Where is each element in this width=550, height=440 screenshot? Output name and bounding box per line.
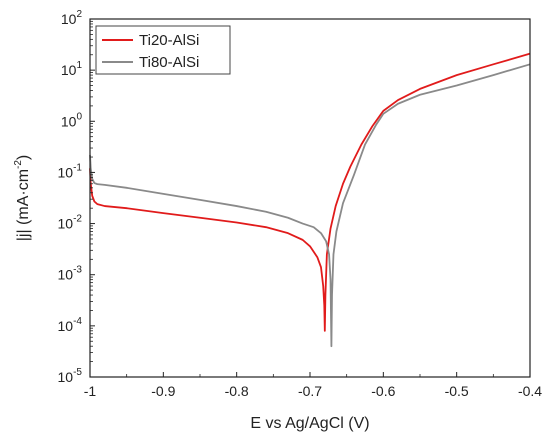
y-tick-label: 10-4 <box>58 316 83 334</box>
y-tick-label: 10-1 <box>58 162 83 180</box>
y-tick-label: 10-2 <box>58 214 83 232</box>
x-tick-label: -0.7 <box>298 383 322 399</box>
plot-frame <box>89 18 531 378</box>
x-tick-label: -1 <box>84 383 97 399</box>
x-axis-label: E vs Ag/AgCl (V) <box>250 415 369 432</box>
legend: Ti20-AlSi Ti80-AlSi <box>95 25 231 75</box>
legend-label-ti80: Ti80-AlSi <box>139 54 199 71</box>
y-tick-label: 101 <box>61 60 83 78</box>
series-line-ti80-alsi <box>89 63 531 348</box>
x-tick-label: -0.6 <box>371 383 395 399</box>
legend-label-ti20: Ti20-AlSi <box>139 32 199 49</box>
y-tick-label: 102 <box>61 9 83 27</box>
x-tick-label: -0.8 <box>225 383 249 399</box>
y-tick-label: 10-5 <box>58 367 83 385</box>
series-line-ti20-alsi <box>89 52 531 332</box>
x-tick-label: -0.4 <box>518 383 542 399</box>
x-tick-label: -0.9 <box>151 383 175 399</box>
y-tick-label: 10-3 <box>58 265 83 283</box>
y-tick-label: 100 <box>61 111 83 129</box>
legend-box <box>95 25 231 75</box>
x-tick-label: -0.5 <box>445 383 469 399</box>
y-axis-label: |j| (mA·cm-2) <box>13 155 32 242</box>
